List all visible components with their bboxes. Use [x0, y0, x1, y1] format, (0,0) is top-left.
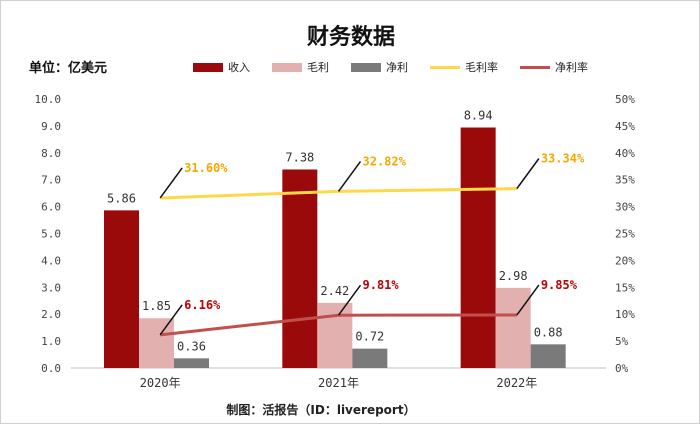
- y-left-tick-label: 3.0: [41, 281, 61, 294]
- legend-label-net-profit: 净利: [386, 61, 408, 74]
- legend-swatch-gross-margin: [430, 65, 460, 69]
- bar-data-label: 7.38: [285, 150, 314, 164]
- bar-data-label: 0.36: [177, 339, 206, 353]
- bar-data-label: 0.88: [534, 325, 563, 339]
- y-right-tick-label: 5%: [615, 335, 629, 348]
- callout-leader: [337, 160, 362, 192]
- bar-net-profit: [352, 348, 388, 368]
- bar-gross-profit: [317, 302, 353, 368]
- gross-margin-label: 31.60%: [184, 161, 228, 175]
- bar-data-label: 2.98: [499, 269, 528, 283]
- bar-data-label: 1.85: [142, 299, 171, 313]
- x-tick-label: 2020年: [140, 376, 181, 390]
- y-left-tick-label: 2.0: [41, 308, 61, 321]
- x-tick-label: 2022年: [496, 376, 537, 390]
- y-left-tick-label: 8.0: [41, 147, 61, 160]
- y-right-tick-label: 40%: [615, 147, 635, 160]
- net-margin-label: 9.85%: [541, 278, 578, 292]
- legend-item-revenue: 收入: [193, 59, 250, 75]
- gross-margin-label: 33.34%: [541, 152, 585, 166]
- y-right-tick-label: 0%: [615, 362, 629, 375]
- bar-net-profit: [174, 358, 209, 368]
- y-left-tick-label: 6.0: [41, 201, 61, 214]
- legend-item-gross-margin: 毛利率: [430, 59, 498, 75]
- bar-revenue: [460, 127, 496, 368]
- legend-swatch-revenue: [193, 62, 223, 72]
- net-margin-label: 6.16%: [184, 298, 221, 312]
- legend-swatch-net-profit: [351, 62, 381, 72]
- bar-data-label: 0.72: [355, 330, 384, 344]
- y-left-tick-label: 0.0: [41, 362, 61, 375]
- unit-label: 单位：亿美元: [29, 61, 108, 76]
- callout-leader: [159, 167, 183, 199]
- y-right-tick-label: 15%: [615, 281, 635, 294]
- y-right-tick-label: 45%: [615, 120, 635, 133]
- y-left-tick-label: 5.0: [41, 228, 61, 241]
- legend-label-net-margin: 净利率: [555, 61, 588, 74]
- bar-net-profit: [530, 344, 566, 368]
- y-left-tick-label: 9.0: [41, 120, 61, 133]
- bar-gross-profit: [139, 318, 174, 368]
- callout-leader: [516, 158, 540, 190]
- source-credit: 制图：活报告（ID：livereport）: [226, 403, 416, 417]
- bar-data-label: 2.42: [320, 284, 349, 298]
- callout-leader: [159, 304, 183, 336]
- bar-revenue: [104, 210, 139, 368]
- chart-title: 财务数据: [306, 25, 395, 50]
- bar-data-label: 8.94: [464, 109, 493, 123]
- y-right-tick-label: 50%: [615, 93, 635, 106]
- y-right-tick-label: 10%: [615, 308, 635, 321]
- gross-margin-label: 32.82%: [363, 154, 407, 168]
- net-margin-label: 9.81%: [363, 278, 400, 292]
- y-right-tick-label: 20%: [615, 254, 635, 267]
- y-left-tick-label: 10.0: [35, 93, 62, 106]
- legend-swatch-net-margin: [520, 65, 550, 69]
- y-right-tick-label: 30%: [615, 201, 635, 214]
- y-right-tick-label: 25%: [615, 228, 635, 241]
- legend-label-gross-margin: 毛利率: [465, 61, 498, 74]
- legend-item-gross-profit: 毛利: [272, 59, 329, 75]
- y-left-tick-label: 4.0: [41, 254, 61, 267]
- x-tick-label: 2021年: [318, 376, 359, 390]
- bar-gross-profit: [495, 287, 531, 368]
- bar-data-label: 5.86: [107, 191, 136, 205]
- y-right-tick-label: 35%: [615, 174, 635, 187]
- legend-item-net-margin: 净利率: [520, 59, 588, 75]
- chart-legend: 收入 毛利 净利 毛利率 净利率: [193, 59, 610, 75]
- y-left-tick-label: 7.0: [41, 174, 61, 187]
- legend-label-revenue: 收入: [228, 61, 250, 74]
- legend-label-gross-profit: 毛利: [307, 61, 329, 74]
- callout-leader: [516, 284, 540, 316]
- bar-revenue: [282, 169, 318, 368]
- y-left-tick-label: 1.0: [41, 335, 61, 348]
- legend-swatch-gross-profit: [272, 62, 302, 72]
- callout-leader: [337, 284, 362, 316]
- legend-item-net-profit: 净利: [351, 59, 408, 75]
- plot-area: 0.0 1.0 2.0 3.0 4.0 5.0 6.0 7.0 8.0 9.0 10.0 0% 5% 10…: [35, 93, 636, 390]
